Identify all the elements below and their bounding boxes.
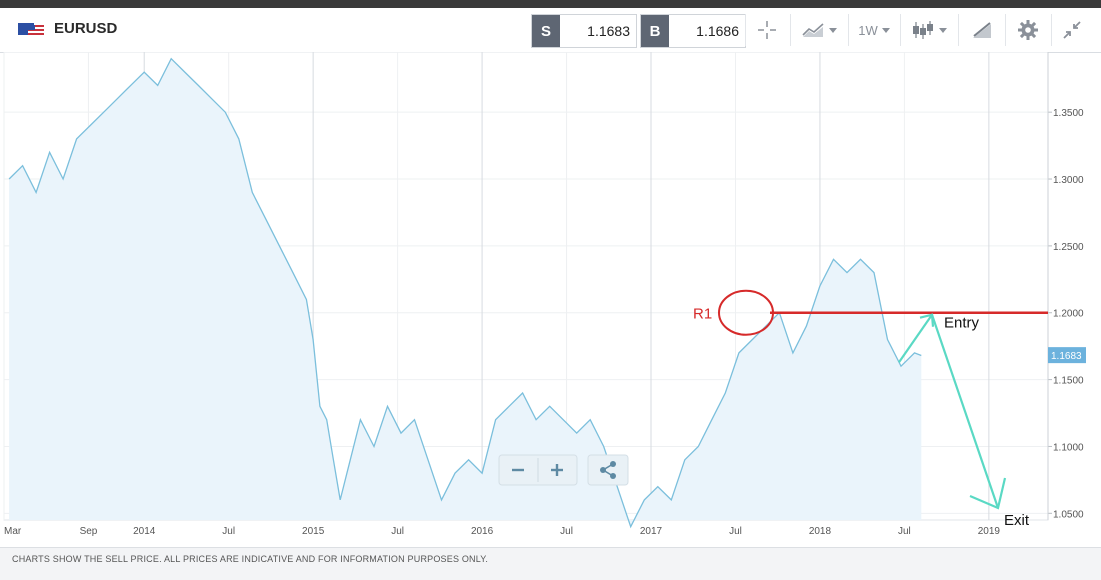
zoom-out-button[interactable]	[500, 456, 537, 484]
chevron-down-icon	[881, 27, 890, 33]
buy-price-box[interactable]: B 1.1686	[640, 14, 746, 48]
chart-toolbar: EURUSD S 1.1683 B 1.1686 1W	[0, 8, 1101, 53]
y-tick-label: 1.0500	[1053, 509, 1084, 520]
x-tick-label: 2018	[809, 526, 832, 537]
x-tick-label: Sep	[80, 526, 98, 537]
trade-annotations: R1 Entry Exit	[693, 289, 1048, 529]
x-tick-label: 2017	[640, 526, 663, 537]
x-axis: Mar Sep 2014 Jul 2015 Jul 2016 Jul 2017 Jul 2018 Ju…	[4, 526, 1000, 537]
area-chart-icon	[802, 23, 824, 37]
y-axis: 1.3500 1.3000 1.2500 1.2000 1.1500 1.1000 1.05…	[1047, 52, 1086, 520]
r1-highlight-circle	[718, 289, 774, 336]
x-tick-label: 2014	[133, 526, 156, 537]
y-tick-label: 1.1000	[1053, 442, 1084, 453]
settings-button[interactable]	[1005, 14, 1050, 46]
indicators-button[interactable]	[900, 14, 957, 46]
x-tick-label: Jul	[560, 526, 573, 537]
x-tick-label: 2015	[302, 526, 325, 537]
x-tick-label: Jul	[729, 526, 742, 537]
entry-label: Entry	[944, 315, 980, 332]
drawing-pen-icon	[973, 22, 991, 38]
chevron-down-icon	[829, 27, 837, 33]
x-tick-label: Jul	[391, 526, 404, 537]
y-tick-label: 1.3500	[1053, 108, 1084, 119]
price-chart[interactable]: 1.3500 1.3000 1.2500 1.2000 1.1500 1.1000 1.05…	[0, 52, 1101, 547]
crosshair-icon	[758, 21, 776, 39]
x-tick-label: 2016	[471, 526, 494, 537]
disclaimer-bar: CHARTS SHOW THE SELL PRICE. ALL PRICES A…	[0, 547, 1101, 580]
instrument-symbol: EURUSD	[54, 20, 118, 37]
drawing-tools-button[interactable]	[958, 14, 1005, 46]
price-area	[9, 58, 922, 527]
exit-label: Exit	[1004, 512, 1030, 529]
timeframe-label: 1W	[858, 22, 878, 38]
x-tick-label: Jul	[898, 526, 911, 537]
r1-label: R1	[693, 306, 712, 323]
x-tick-label: Mar	[4, 526, 22, 537]
current-price-badge	[1048, 347, 1086, 364]
share-icon	[600, 461, 616, 479]
plus-icon	[551, 464, 563, 476]
gear-icon	[1018, 20, 1038, 40]
entry-arrow-line	[898, 314, 933, 363]
x-tick-label: Jul	[222, 526, 235, 537]
zoom-controls	[498, 454, 629, 486]
y-tick-label: 1.3000	[1053, 175, 1084, 186]
timeframe-button[interactable]: 1W	[848, 14, 899, 46]
collapse-button[interactable]	[1051, 14, 1092, 46]
zoom-in-button[interactable]	[539, 456, 576, 484]
exit-arrow-head	[969, 477, 1007, 510]
sell-label: S	[532, 15, 560, 47]
eu-us-flag-icon	[18, 22, 44, 35]
collapse-arrows-icon	[1063, 21, 1081, 39]
chevron-down-icon	[939, 27, 947, 33]
current-price-label: 1.1683	[1051, 351, 1082, 362]
candlestick-icon	[913, 21, 933, 39]
chart-type-button[interactable]	[790, 14, 847, 46]
y-tick-label: 1.2000	[1053, 309, 1084, 320]
sell-price: 1.1683	[560, 15, 636, 47]
buy-price: 1.1686	[669, 15, 745, 47]
share-button[interactable]	[587, 454, 629, 486]
instrument-selector[interactable]: EURUSD	[18, 20, 117, 37]
sell-price-box[interactable]: S 1.1683	[531, 14, 637, 48]
crosshair-button[interactable]	[745, 14, 788, 46]
x-tick-label: 2019	[978, 526, 1001, 537]
y-tick-label: 1.2500	[1053, 242, 1084, 253]
y-tick-label: 1.1500	[1053, 376, 1084, 387]
disclaimer-text: CHARTS SHOW THE SELL PRICE. ALL PRICES A…	[12, 554, 489, 564]
exit-arrow-line	[930, 314, 1000, 509]
buy-label: B	[641, 15, 669, 47]
